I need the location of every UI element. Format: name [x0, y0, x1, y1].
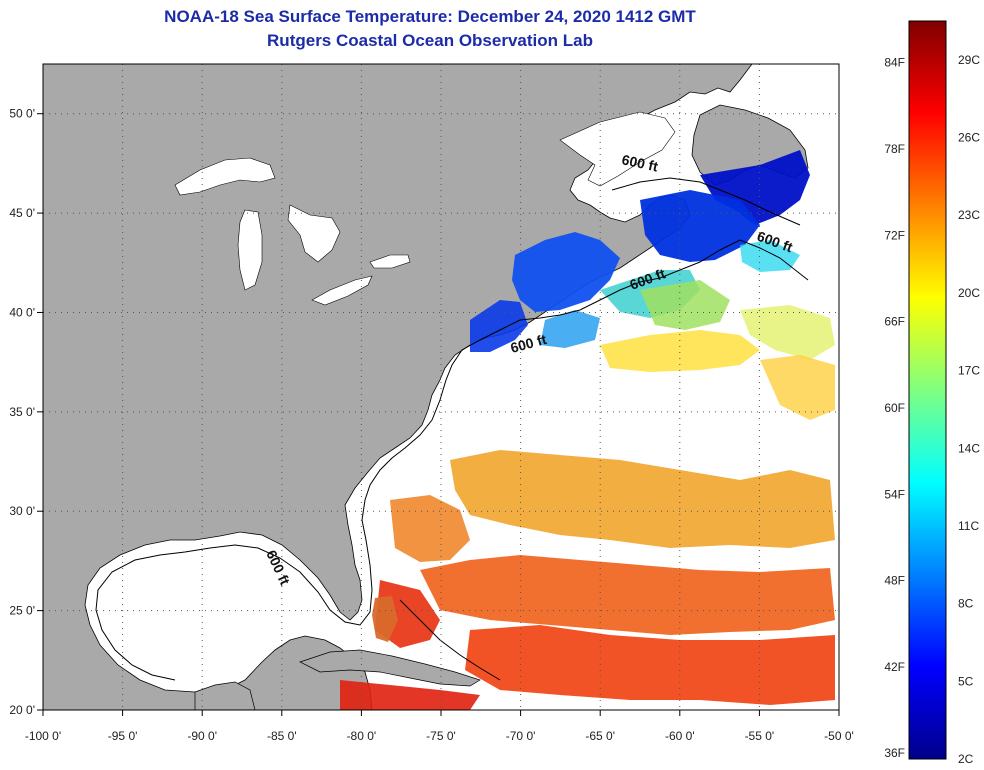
- colorbar-c-label: 11C: [958, 519, 979, 533]
- colorbar-f-label: 66F: [884, 315, 905, 329]
- colorbar-celsius-labels: 29C 26C 23C 20C 17C 14C 11C 8C 5C 2C: [958, 53, 980, 766]
- lat-tick-label: 30 0': [9, 504, 35, 518]
- land-yucatan: [194, 681, 256, 710]
- lon-tick-label: -80 0': [347, 729, 377, 743]
- colorbar-c-label: 23C: [958, 208, 980, 222]
- colorbar-f-label: 84F: [884, 56, 905, 70]
- lon-tick-label: -85 0': [267, 729, 297, 743]
- graticule: [43, 64, 839, 710]
- colorbar-c-label: 17C: [958, 364, 980, 378]
- land-north-america: [43, 64, 753, 710]
- bahamas-outline: [399, 599, 501, 681]
- colorbar: [908, 20, 947, 760]
- colorbar-c-label: 5C: [958, 674, 974, 688]
- lon-tick-label: -55 0': [745, 729, 775, 743]
- colorbar-f-label: 54F: [884, 487, 905, 501]
- map-title: NOAA-18 Sea Surface Temperature: Decembe…: [164, 7, 696, 26]
- lake-erie: [311, 275, 373, 306]
- colorbar-f-label: 60F: [884, 401, 905, 415]
- lon-tick-label: -50 0': [824, 729, 854, 743]
- lon-tick-label: -90 0': [187, 729, 217, 743]
- lon-tick-label: -60 0': [665, 729, 695, 743]
- lon-tick-label: -75 0': [426, 729, 456, 743]
- lon-tick-label: -95 0': [108, 729, 138, 743]
- lon-tick-label: -100 0': [25, 729, 61, 743]
- lat-tick-label: 35 0': [9, 405, 35, 419]
- lat-tick-label: 25 0': [9, 604, 35, 618]
- lat-tick-label: 40 0': [9, 305, 35, 319]
- lat-tick-label: 20 0': [9, 703, 35, 717]
- colorbar-f-label: 42F: [884, 660, 905, 674]
- colorbar-fahrenheit-labels: 84F 78F 72F 66F 60F 54F 48F 42F 36F: [884, 56, 905, 761]
- gulf-st-lawrence: [559, 111, 676, 187]
- land-cuba: [299, 649, 481, 687]
- colorbar-c-label: 2C: [958, 752, 974, 766]
- lon-tick-label: -70 0': [506, 729, 536, 743]
- colorbar-c-label: 29C: [958, 53, 980, 67]
- colorbar-c-label: 8C: [958, 597, 974, 611]
- lake-huron: [287, 204, 341, 263]
- latitude-axis: 50 0' 45 0' 40 0' 35 0' 30 0' 25 0' 20 0': [9, 107, 43, 717]
- colorbar-c-label: 14C: [958, 441, 980, 455]
- sst-warm-patches: [340, 450, 835, 710]
- lat-tick-label: 45 0': [9, 206, 35, 220]
- colorbar-c-label: 26C: [958, 131, 980, 145]
- contour-600ft: [95, 239, 809, 681]
- colorbar-f-label: 48F: [884, 574, 905, 588]
- longitude-axis: -100 0' -95 0' -90 0' -85 0' -80 0' -75 0' -70…: [25, 710, 854, 743]
- contour-600ft-north: [611, 177, 801, 226]
- colorbar-f-label: 72F: [884, 228, 905, 242]
- map-subtitle: Rutgers Coastal Ocean Observation Lab: [267, 31, 593, 50]
- lat-tick-label: 50 0': [9, 107, 35, 121]
- colorbar-f-label: 78F: [884, 142, 905, 156]
- lon-tick-label: -65 0': [585, 729, 615, 743]
- colorbar-f-label: 36F: [884, 746, 905, 760]
- contour-label-1: 600 ft: [620, 151, 659, 174]
- lake-michigan: [237, 209, 263, 291]
- lake-superior: [174, 157, 276, 196]
- colorbar-c-label: 20C: [958, 286, 980, 300]
- sst-cold-patches: [470, 150, 835, 420]
- lake-ontario: [369, 254, 411, 269]
